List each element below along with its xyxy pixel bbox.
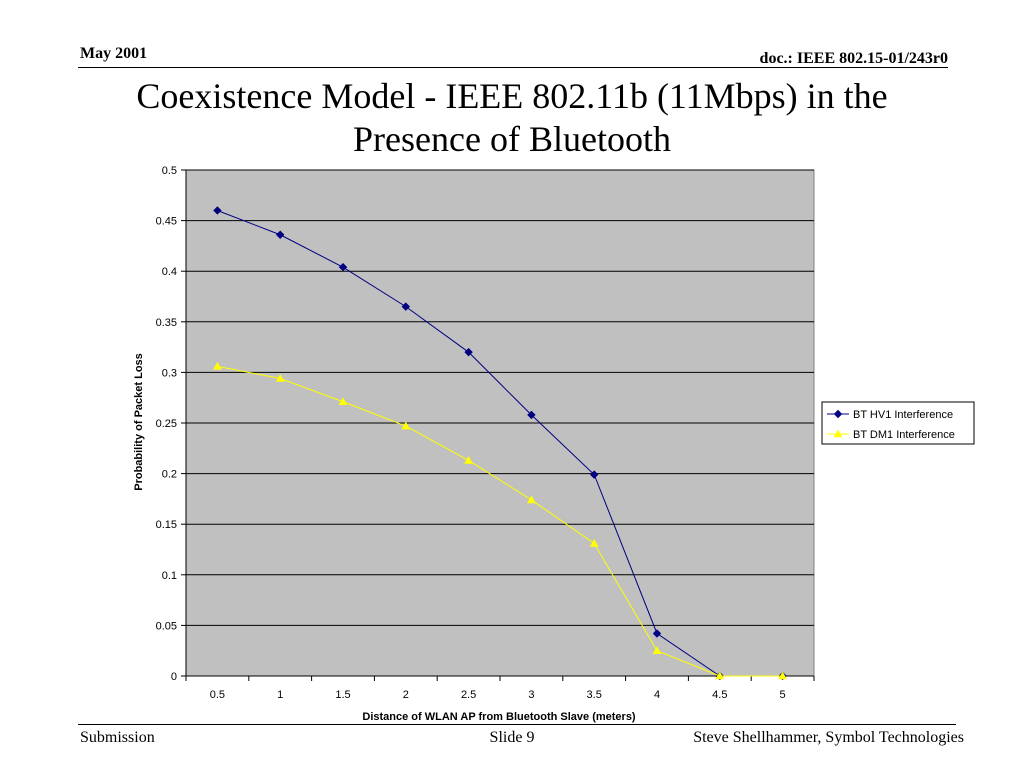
x-tick-label: 2.5 xyxy=(461,689,476,701)
axes: 0 0.05 0.1 0.15 0.2 0.25 0.3 0.35 0.4 0.45 0.5 0.5 1… xyxy=(156,165,815,701)
data-point xyxy=(652,629,662,638)
x-tick-label: 2 xyxy=(403,689,409,701)
y-tick-label: 0.45 xyxy=(156,216,177,228)
header-divider xyxy=(78,67,948,68)
series-layer xyxy=(213,206,787,681)
y-tick-label: 0.25 xyxy=(156,418,177,430)
slide-title-line-2: Presence of Bluetooth xyxy=(353,119,671,159)
legend-box xyxy=(821,401,975,445)
header-date: May 2001 xyxy=(80,45,148,62)
header-doc-id: doc.: IEEE 802.15-01/243r0 xyxy=(759,50,948,67)
data-point xyxy=(401,421,411,430)
y-tick-label: 0.4 xyxy=(162,266,177,278)
legend-swatch-marker xyxy=(833,429,843,438)
y-tick-label: 0.3 xyxy=(162,367,177,379)
data-point xyxy=(213,206,222,215)
x-tick-label: 4.5 xyxy=(712,689,727,701)
data-point xyxy=(527,495,536,504)
series-line xyxy=(217,210,783,677)
y-tick-label: 0.2 xyxy=(162,469,177,481)
data-point xyxy=(715,671,725,680)
series-line xyxy=(217,365,783,677)
y-tick-label: 0.15 xyxy=(156,519,177,531)
x-axis-label: Distance of WLAN AP from Bluetooth Slave… xyxy=(362,711,636,723)
x-tick-label: 4 xyxy=(654,689,660,701)
legend: BT HV1 Interference BT DM1 Interference xyxy=(821,401,975,445)
data-point xyxy=(213,361,222,370)
x-tick-label: 3 xyxy=(528,689,534,701)
data-point xyxy=(527,410,536,420)
footer-submission: Submission xyxy=(80,729,155,746)
y-tick-label: 0.5 xyxy=(162,165,177,177)
x-tick-label: 1 xyxy=(277,689,283,701)
series-bt-hv1 xyxy=(213,206,787,681)
data-point xyxy=(589,538,599,547)
x-tick-label: 5 xyxy=(780,689,786,701)
data-point xyxy=(275,230,285,239)
legend-label: BT DM1 Interference xyxy=(853,429,955,441)
data-point xyxy=(464,455,473,464)
y-tick-label: 0.1 xyxy=(162,570,177,582)
footer-divider xyxy=(78,724,956,725)
slide-title: Coexistence Model - IEEE 802.11b (11Mbps… xyxy=(80,75,944,161)
legend-label: BT HV1 Interference xyxy=(853,409,953,421)
legend-swatch-marker xyxy=(833,409,843,419)
y-tick-label: 0 xyxy=(171,671,177,683)
series-bt-dm1 xyxy=(213,361,787,680)
data-point xyxy=(589,470,599,479)
y-tick-label: 0.35 xyxy=(156,317,177,329)
data-point xyxy=(338,262,348,272)
data-point xyxy=(338,397,348,406)
footer-slide-number: Slide 9 xyxy=(489,729,535,746)
data-point xyxy=(275,373,285,382)
data-point xyxy=(778,671,787,680)
legend-item: BT HV1 Interference xyxy=(827,409,953,421)
data-point xyxy=(401,302,411,311)
plot-area xyxy=(185,169,815,677)
x-tick-label: 1.5 xyxy=(335,689,350,701)
footer-author: Steve Shellhammer, Symbol Technologies xyxy=(693,729,964,746)
x-tick-label: 0.5 xyxy=(210,689,225,701)
x-tick-label: 3.5 xyxy=(587,689,602,701)
data-point xyxy=(464,347,473,357)
y-axis-label: Probability of Packet Loss xyxy=(133,353,145,491)
slide-title-line-1: Coexistence Model - IEEE 802.11b (11Mbps… xyxy=(136,76,888,116)
data-point xyxy=(652,646,662,654)
y-tick-label: 0.05 xyxy=(156,620,177,632)
legend-item: BT DM1 Interference xyxy=(827,429,955,441)
